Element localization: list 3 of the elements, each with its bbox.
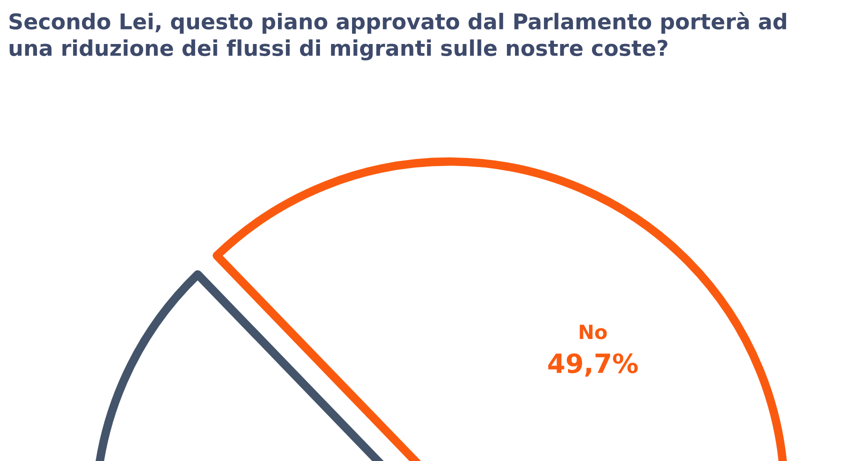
chart-title: Secondo Lei, questo piano approvato dal Parlamento porterà ad una riduzione dei flussi di migranti sulle nostre coste? [10, 12, 786, 60]
data-label: 49,7% [548, 353, 638, 377]
slice-label: No [580, 324, 607, 340]
